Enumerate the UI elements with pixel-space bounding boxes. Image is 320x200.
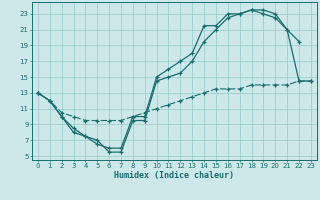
X-axis label: Humidex (Indice chaleur): Humidex (Indice chaleur) [115, 171, 234, 180]
